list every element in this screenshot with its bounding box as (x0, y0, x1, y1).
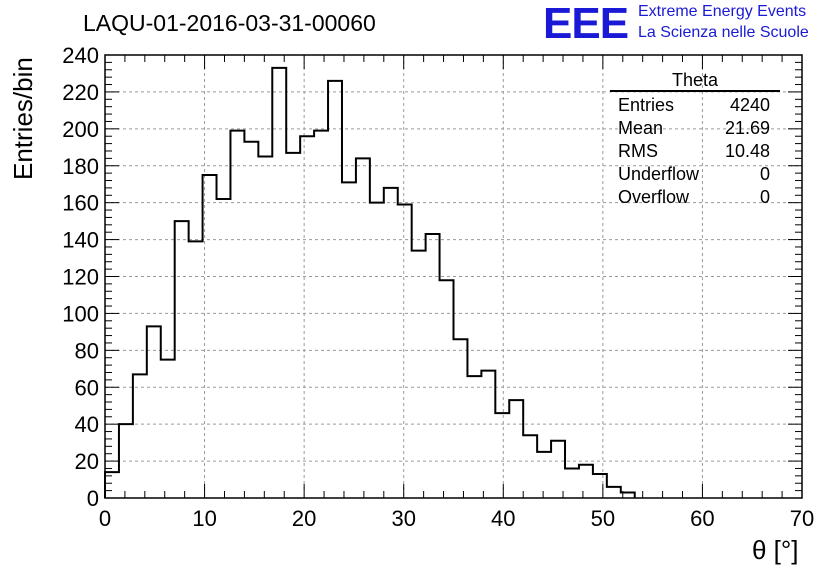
tick-labels: 0 10 20 30 40 50 60 70 0 20 40 60 80 100 120 140 160 180 2… (62, 43, 814, 531)
histogram-line (104, 66, 636, 498)
x-tick-label: 30 (391, 506, 415, 531)
stats-row-underflow: Underflow 0 (610, 163, 780, 186)
y-tick-label: 160 (62, 191, 99, 216)
stats-row-rms: RMS 10.48 (610, 140, 780, 163)
y-tick-label: 240 (62, 43, 99, 68)
stats-row-entries: Entries 4240 (610, 94, 780, 117)
stats-value: 21.69 (724, 118, 770, 138)
x-tick-label: 60 (690, 506, 714, 531)
stats-title: Theta (610, 70, 780, 92)
y-tick-label: 200 (62, 117, 99, 142)
y-tick-label: 60 (75, 375, 99, 400)
stats-label: Entries (618, 95, 675, 115)
x-tick-label: 10 (192, 506, 216, 531)
stats-label: Overflow (618, 187, 690, 207)
y-tick-label: 180 (62, 154, 99, 179)
y-tick-label: 120 (62, 265, 99, 290)
y-tick-label: 0 (87, 486, 99, 511)
y-tick-label: 140 (62, 228, 99, 253)
stats-value: 4240 (729, 95, 770, 115)
x-tick-label: 70 (790, 506, 814, 531)
stats-box: Theta Entries 4240 Mean 21.69 RMS 10.48 … (610, 70, 780, 209)
x-tick-label: 0 (99, 506, 111, 531)
y-tick-label: 80 (75, 338, 99, 363)
x-tick-label: 50 (591, 506, 615, 531)
stats-value: 10.48 (724, 141, 770, 161)
x-tick-label: 40 (491, 506, 515, 531)
logo-text-line2: La Scienza nelle Scuole (638, 24, 809, 41)
chart-title: LAQU-01-2016-03-31-00060 (83, 10, 376, 36)
y-axis-label: Entries/bin (8, 57, 38, 180)
x-tick-label: 20 (292, 506, 316, 531)
stats-row-overflow: Overflow 0 (610, 186, 780, 209)
stats-row-mean: Mean 21.69 (610, 117, 780, 140)
stats-value: 0 (759, 164, 770, 184)
axis-ticks (104, 54, 803, 499)
eee-logo: EEE (543, 0, 629, 48)
logo-text-line1: Extreme Energy Events (638, 3, 807, 20)
stats-label: RMS (618, 141, 658, 161)
stats-label: Underflow (618, 164, 700, 184)
y-tick-label: 20 (75, 449, 99, 474)
stats-value: 0 (759, 187, 770, 207)
stats-label: Mean (618, 118, 664, 138)
x-axis-label: θ [°] (752, 535, 799, 565)
y-tick-label: 100 (62, 301, 99, 326)
y-tick-label: 40 (75, 412, 99, 437)
y-tick-label: 220 (62, 80, 99, 105)
